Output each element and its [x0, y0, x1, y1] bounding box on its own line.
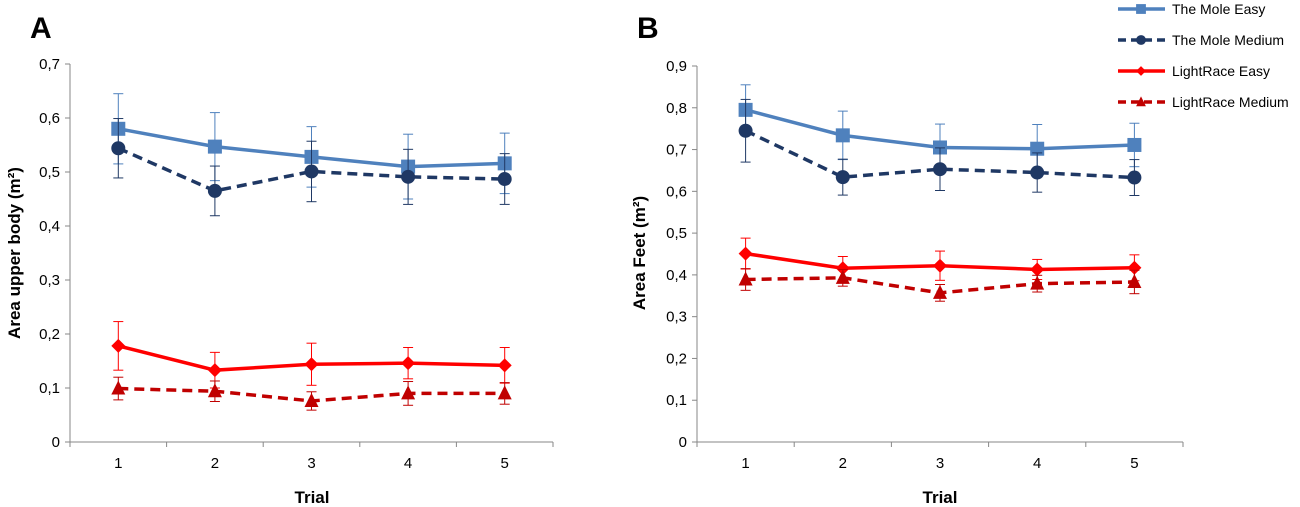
panel-a-x-tick-label: 4 [404, 455, 412, 472]
data-point [1127, 273, 1142, 288]
panel-a-y-axis-title: Area upper body (m²) [5, 167, 24, 339]
panel-b-y-tick-label: 0,3 [666, 309, 687, 326]
legend-item: LightRace Medium [1118, 94, 1289, 110]
panel-b-x-tick-label: 1 [741, 455, 749, 472]
data-point [835, 269, 850, 284]
legend-marker [1136, 66, 1146, 76]
legend-label: The Mole Medium [1172, 32, 1284, 48]
series-line [744, 129, 1135, 180]
panel-b-y-tick-label: 0,2 [666, 350, 687, 367]
panel-a-plot: 0 0,1 0,2 0,3 0,4 0,5 0,6 0,7 1 2 3 4 5 [39, 56, 554, 472]
data-point [207, 383, 222, 398]
panel-a-y-tick-label: 0,1 [39, 380, 60, 397]
data-point [497, 172, 512, 187]
panel-a-y-tick-label: 0,4 [39, 218, 60, 235]
data-point [111, 141, 126, 156]
panel-a-y-tick-label: 0 [52, 434, 60, 451]
data-point [1127, 170, 1142, 185]
panel-a-x-tick-label: 5 [501, 455, 509, 472]
data-point [304, 392, 319, 407]
data-point [835, 128, 850, 143]
panel-b-x-axis-title: Trial [923, 488, 958, 507]
data-point [835, 170, 850, 185]
data-point [1030, 141, 1045, 156]
panel-a-series-the-mole-medium [111, 118, 512, 217]
panel-b-y-tick-label: 0,4 [666, 267, 687, 284]
data-point [111, 380, 126, 395]
panel-b-series-lightrace-medium [738, 268, 1142, 302]
data-point [207, 363, 222, 378]
data-point [401, 385, 416, 400]
data-point [304, 357, 319, 372]
data-point [933, 258, 947, 273]
panel-a-series-lightrace-medium [111, 376, 512, 411]
data-point [738, 123, 753, 138]
panel-b: B Area Feet (m²) Trial 00,10,20,30,40,50… [630, 12, 1184, 507]
legend-item: The Mole Easy [1118, 1, 1265, 17]
panel-b-x-tick-label: 3 [936, 455, 944, 472]
data-point [497, 385, 512, 400]
data-point [207, 183, 222, 198]
data-point [304, 164, 319, 179]
panel-label-b: B [637, 12, 659, 45]
data-point [111, 338, 126, 353]
legend-item: The Mole Medium [1118, 32, 1284, 48]
panel-b-y-tick-label: 0 [679, 434, 687, 451]
data-point [1030, 275, 1045, 290]
panel-b-plot: 0 0,1 0,2 0,3 0,4 0,5 0,6 0,7 0,8 0,9 1 2 3 4 5 [666, 58, 1184, 472]
panel-b-series-the-mole-medium [738, 98, 1142, 197]
panel-b-y-tick-label: 0,8 [666, 100, 687, 117]
legend-marker [1136, 96, 1146, 107]
legend-marker [1136, 35, 1146, 45]
data-point [207, 139, 222, 154]
panel-a-x-tick-label: 1 [114, 455, 122, 472]
data-point [1127, 137, 1142, 152]
panel-a-series-lightrace-easy [111, 321, 512, 389]
data-point [1030, 262, 1045, 277]
data-point [401, 356, 416, 371]
data-point [497, 358, 512, 373]
series-line [117, 146, 505, 193]
legend-marker [1136, 4, 1146, 14]
panel-b-y-axis-title: Area Feet (m²) [630, 196, 649, 310]
panel-b-y-tick-label: 0,7 [666, 142, 687, 159]
data-point [835, 261, 850, 276]
data-point [738, 246, 753, 261]
panel-label-a: A [30, 12, 52, 45]
panel-a-y-tick-label: 0,6 [39, 110, 60, 127]
panel-a-x-tick-label: 3 [307, 455, 315, 472]
panel-b-x-tick-label: 5 [1130, 455, 1138, 472]
panel-a: A Area upper body (m²) Trial 00,10,20,30… [5, 12, 554, 507]
panel-a-x-axis-title: Trial [295, 488, 330, 507]
data-point [933, 162, 947, 177]
data-point [738, 271, 753, 286]
legend: The Mole Easy The Mole Medium LightRace Ea… [1118, 1, 1289, 110]
panel-b-x-tick-label: 2 [839, 455, 847, 472]
panel-a-y-tick-label: 0,7 [39, 56, 60, 73]
panel-b-y-tick-label: 0,5 [666, 225, 687, 242]
data-point [401, 169, 416, 184]
legend-label: LightRace Medium [1172, 94, 1289, 110]
panel-a-y-tick-label: 0,2 [39, 326, 60, 343]
panel-b-y-tick-label: 0,9 [666, 58, 687, 75]
panel-b-y-tick-label: 0,6 [666, 183, 687, 200]
panel-a-x-tick-label: 2 [211, 455, 219, 472]
panel-a-y-tick-label: 0,5 [39, 164, 60, 181]
data-point [1127, 260, 1142, 275]
panel-b-series-lightrace-easy [738, 237, 1142, 282]
data-point [933, 284, 947, 299]
panel-b-y-tick-label: 0,1 [666, 392, 687, 409]
panel-a-y-tick-label: 0,3 [39, 272, 60, 289]
legend-item: LightRace Easy [1118, 63, 1270, 79]
panel-b-x-tick-label: 4 [1033, 455, 1041, 472]
legend-label: The Mole Easy [1172, 1, 1265, 17]
data-point [1030, 165, 1045, 180]
legend-label: LightRace Easy [1172, 63, 1270, 79]
